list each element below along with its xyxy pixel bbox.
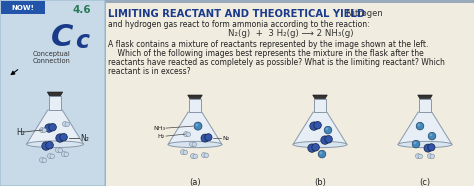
- Polygon shape: [27, 110, 83, 144]
- Polygon shape: [313, 95, 327, 99]
- Polygon shape: [47, 92, 63, 96]
- Circle shape: [201, 134, 209, 142]
- Circle shape: [192, 142, 197, 147]
- Text: NOW!: NOW!: [11, 4, 35, 10]
- Text: NH₃: NH₃: [153, 126, 165, 131]
- Text: N₂(g)  +  3 H₂(g) ⟶ 2 NH₃(g): N₂(g) + 3 H₂(g) ⟶ 2 NH₃(g): [228, 29, 354, 38]
- Circle shape: [56, 134, 64, 142]
- Polygon shape: [418, 95, 432, 99]
- Text: (a): (a): [189, 177, 201, 186]
- Circle shape: [45, 124, 53, 132]
- Bar: [1, 1, 45, 14]
- Circle shape: [55, 147, 61, 153]
- Circle shape: [42, 128, 46, 133]
- Text: A flask contains a mixture of reactants represented by the image shown at the le: A flask contains a mixture of reactants …: [108, 40, 428, 49]
- Circle shape: [62, 152, 66, 157]
- Text: Which of the following images best represents the mixture in the flask after the: Which of the following images best repre…: [108, 49, 424, 58]
- Circle shape: [183, 150, 188, 155]
- Circle shape: [429, 134, 432, 136]
- Text: and hydrogen gas react to form ammonia according to the reaction:: and hydrogen gas react to form ammonia a…: [108, 20, 370, 29]
- Bar: [105, 0, 474, 3]
- Circle shape: [39, 158, 45, 163]
- Circle shape: [195, 124, 198, 126]
- Text: LIMITING REACTANT AND THEORETICAL YIELD: LIMITING REACTANT AND THEORETICAL YIELD: [108, 9, 365, 19]
- Circle shape: [191, 154, 195, 159]
- Circle shape: [310, 122, 318, 130]
- Polygon shape: [398, 112, 452, 145]
- Text: N₂: N₂: [80, 134, 89, 142]
- Circle shape: [412, 140, 420, 148]
- Ellipse shape: [27, 141, 83, 147]
- Polygon shape: [419, 99, 431, 112]
- Circle shape: [324, 126, 332, 134]
- Text: Connection: Connection: [33, 58, 71, 64]
- Circle shape: [42, 142, 50, 150]
- Circle shape: [65, 122, 70, 126]
- Ellipse shape: [293, 141, 347, 148]
- Circle shape: [416, 154, 420, 159]
- Text: N₂: N₂: [222, 136, 229, 141]
- Circle shape: [181, 150, 185, 155]
- Circle shape: [194, 122, 202, 130]
- Circle shape: [60, 133, 67, 141]
- Polygon shape: [314, 99, 326, 112]
- Text: 4.6: 4.6: [73, 5, 91, 15]
- Polygon shape: [49, 96, 61, 110]
- Circle shape: [321, 136, 329, 144]
- Circle shape: [39, 128, 45, 133]
- Polygon shape: [293, 112, 347, 145]
- Text: reactants have reacted as completely as possible? What is the limiting reactant?: reactants have reacted as completely as …: [108, 58, 445, 67]
- Circle shape: [47, 154, 53, 158]
- Circle shape: [319, 152, 322, 154]
- Circle shape: [64, 152, 69, 157]
- Circle shape: [190, 142, 194, 147]
- Circle shape: [326, 128, 328, 130]
- Circle shape: [428, 132, 436, 140]
- Polygon shape: [168, 112, 222, 145]
- Polygon shape: [189, 99, 201, 112]
- Circle shape: [413, 142, 416, 144]
- Circle shape: [314, 121, 321, 129]
- Text: C: C: [51, 23, 73, 52]
- Circle shape: [428, 144, 435, 151]
- Circle shape: [42, 158, 46, 163]
- Ellipse shape: [398, 141, 452, 148]
- Polygon shape: [188, 95, 202, 99]
- Circle shape: [49, 124, 56, 131]
- Circle shape: [201, 153, 207, 158]
- Circle shape: [63, 121, 67, 126]
- Text: H₂: H₂: [16, 128, 25, 137]
- Text: (b): (b): [314, 177, 326, 186]
- Circle shape: [318, 150, 326, 158]
- Circle shape: [428, 154, 432, 159]
- Circle shape: [183, 132, 189, 137]
- Circle shape: [325, 135, 332, 143]
- Circle shape: [46, 141, 54, 149]
- Circle shape: [416, 122, 424, 130]
- Text: (c): (c): [419, 177, 430, 186]
- Text: Conceptual: Conceptual: [33, 51, 71, 57]
- Text: c: c: [75, 29, 89, 53]
- Circle shape: [205, 134, 212, 141]
- Circle shape: [312, 143, 319, 151]
- Circle shape: [193, 154, 198, 159]
- FancyBboxPatch shape: [0, 0, 105, 186]
- Circle shape: [430, 154, 435, 159]
- Circle shape: [418, 154, 422, 159]
- Circle shape: [186, 132, 191, 137]
- Circle shape: [308, 144, 316, 152]
- Ellipse shape: [168, 141, 222, 148]
- Text: reactant is in excess?: reactant is in excess?: [108, 67, 191, 76]
- Text: H₂: H₂: [158, 134, 165, 139]
- Circle shape: [424, 144, 432, 152]
- Text: Nitrogen: Nitrogen: [341, 9, 383, 18]
- Circle shape: [58, 148, 63, 153]
- Circle shape: [204, 153, 209, 158]
- Circle shape: [418, 124, 420, 126]
- Circle shape: [50, 154, 55, 158]
